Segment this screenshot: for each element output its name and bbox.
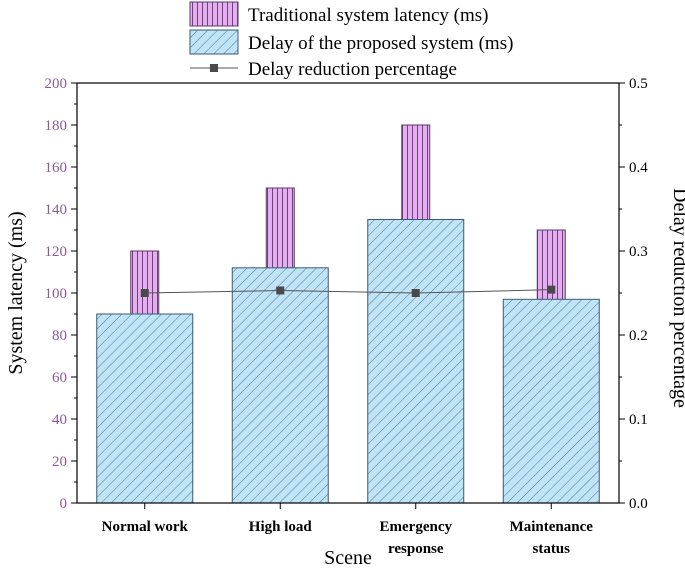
left-tick-label: 80 (52, 328, 67, 344)
proposed-delay-bar (367, 219, 465, 504)
right-tick-label: 0.1 (629, 412, 648, 428)
right-tick-label: 0.2 (629, 328, 648, 344)
legend-swatch-proposed (189, 29, 239, 55)
x-axis-title: Scene (324, 547, 372, 568)
delay-reduction-point (411, 289, 420, 297)
left-tick-label: 180 (45, 118, 68, 134)
x-tick-label: response (388, 541, 444, 557)
legend-label-reduction: Delay reduction percentage (248, 59, 457, 80)
left-tick-label: 60 (52, 370, 67, 386)
right-tick-label: 0.5 (629, 76, 648, 92)
y-axis-title: System latency (ms) (5, 211, 27, 374)
x-tick-label: High load (249, 519, 313, 535)
left-tick-label: 200 (45, 76, 68, 92)
legend-swatch-traditional (189, 1, 239, 27)
left-tick-label: 160 (45, 160, 68, 176)
left-tick-label: 120 (45, 244, 68, 260)
proposed-delay-bar (231, 267, 329, 504)
legend-label-proposed: Delay of the proposed system (ms) (248, 33, 513, 54)
proposed-delay-bar (96, 313, 194, 504)
left-tick-label: 0 (60, 496, 68, 512)
left-tick-label: 140 (45, 202, 68, 218)
right-tick-label: 0.0 (629, 496, 648, 512)
right-tick-label: 0.3 (629, 244, 648, 260)
x-tick-label: Maintenance (510, 519, 594, 535)
left-tick-label: 100 (45, 286, 68, 302)
left-tick-label: 20 (52, 454, 67, 470)
x-tick-label: Emergency (380, 519, 453, 535)
left-tick-label: 40 (52, 412, 67, 428)
delay-reduction-point (547, 285, 556, 294)
x-tick-label: Normal work (102, 519, 189, 535)
delay-reduction-point (276, 286, 285, 295)
x-tick-label: status (532, 541, 570, 557)
delay-reduction-line (144, 289, 552, 294)
y2-axis-title: Delay reduction percentage (669, 188, 685, 408)
right-tick-label: 0.4 (629, 160, 648, 176)
delay-reduction-point (140, 289, 149, 297)
proposed-delay-bar (502, 298, 600, 504)
legend-swatch-marker (210, 64, 218, 72)
legend-label-traditional: Traditional system latency (ms) (248, 5, 488, 26)
